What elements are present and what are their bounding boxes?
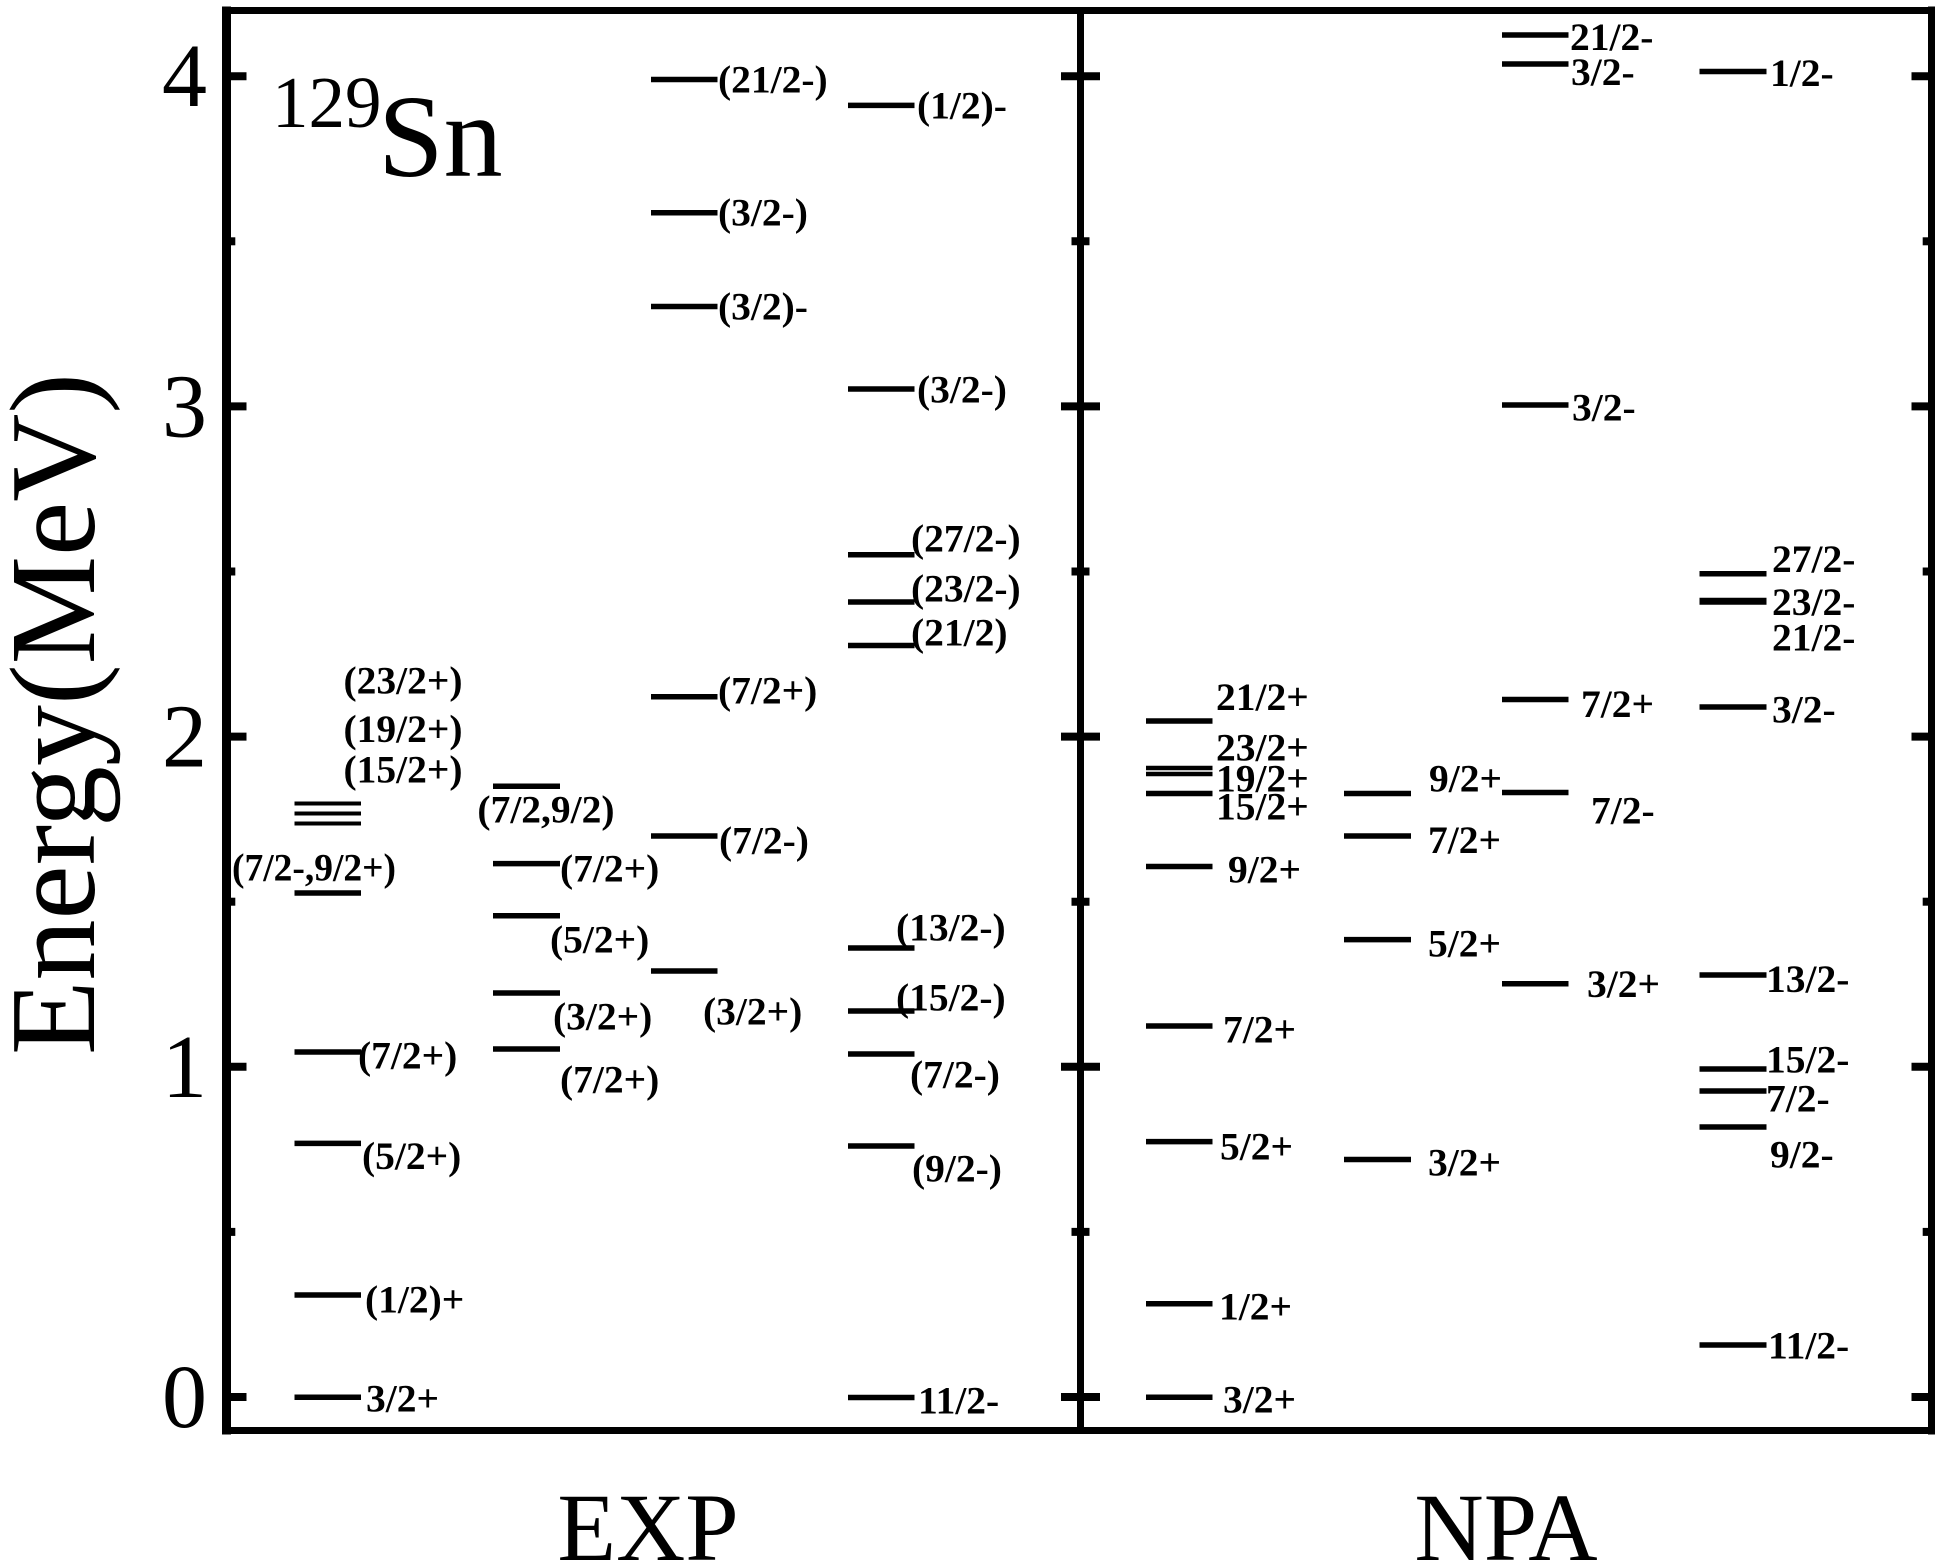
svg-text:3/2+: 3/2+ <box>1428 1141 1501 1185</box>
svg-text:11/2-: 11/2- <box>1768 1324 1849 1368</box>
svg-text:27/2-: 27/2- <box>1772 537 1855 581</box>
svg-text:(7/2-,9/2+): (7/2-,9/2+) <box>232 846 396 890</box>
svg-text:(7/2-): (7/2-) <box>719 819 809 863</box>
svg-text:3/2+: 3/2+ <box>366 1377 439 1421</box>
svg-text:15/2-: 15/2- <box>1766 1038 1849 1082</box>
svg-text:(7/2+): (7/2+) <box>718 669 817 713</box>
svg-text:EXP: EXP <box>557 1474 738 1564</box>
svg-text:21/2+: 21/2+ <box>1216 675 1309 719</box>
svg-text:(5/2+): (5/2+) <box>550 918 649 962</box>
svg-text:Energy(MeV): Energy(MeV) <box>0 373 121 1055</box>
svg-text:(7/2,9/2): (7/2,9/2) <box>477 788 614 832</box>
svg-text:NPA: NPA <box>1414 1474 1597 1564</box>
svg-text:7/2-: 7/2- <box>1766 1077 1830 1121</box>
svg-text:23/2+: 23/2+ <box>1216 726 1309 770</box>
svg-text:11/2-: 11/2- <box>918 1379 999 1423</box>
svg-text:13/2-: 13/2- <box>1766 957 1849 1001</box>
svg-text:(5/2+): (5/2+) <box>362 1134 461 1178</box>
svg-text:(3/2-): (3/2-) <box>917 368 1007 412</box>
svg-text:1: 1 <box>162 1018 207 1117</box>
svg-text:5/2+: 5/2+ <box>1428 922 1501 966</box>
svg-text:(3/2-): (3/2-) <box>718 191 808 235</box>
svg-text:7/2+: 7/2+ <box>1223 1008 1296 1052</box>
svg-text:9/2+: 9/2+ <box>1228 848 1301 892</box>
svg-text:(3/2+): (3/2+) <box>553 995 652 1039</box>
svg-text:(7/2+): (7/2+) <box>358 1034 457 1078</box>
svg-text:(13/2-): (13/2-) <box>896 906 1006 950</box>
svg-text:21/2-: 21/2- <box>1570 15 1653 59</box>
svg-text:0: 0 <box>162 1348 207 1447</box>
svg-text:7/2+: 7/2+ <box>1581 682 1654 726</box>
svg-text:Sn: Sn <box>378 71 503 202</box>
svg-text:129: 129 <box>272 62 382 143</box>
svg-text:(21/2): (21/2) <box>911 611 1008 655</box>
svg-text:(9/2-): (9/2-) <box>912 1147 1002 1191</box>
svg-text:3/2-: 3/2- <box>1772 688 1836 732</box>
svg-text:3/2+: 3/2+ <box>1587 962 1660 1006</box>
svg-text:(21/2-): (21/2-) <box>718 58 828 102</box>
svg-text:1/2+: 1/2+ <box>1219 1285 1292 1329</box>
svg-text:(3/2)-: (3/2)- <box>718 285 808 329</box>
svg-text:21/2-: 21/2- <box>1772 616 1855 660</box>
svg-text:19/2+: 19/2+ <box>1216 757 1309 801</box>
svg-text:(23/2+): (23/2+) <box>343 659 462 703</box>
svg-text:9/2+: 9/2+ <box>1429 757 1502 801</box>
svg-text:(15/2+): (15/2+) <box>343 748 462 792</box>
svg-text:(15/2-): (15/2-) <box>896 976 1006 1020</box>
svg-text:(1/2)+: (1/2)+ <box>365 1278 464 1322</box>
svg-text:9/2-: 9/2- <box>1770 1133 1834 1177</box>
svg-text:7/2+: 7/2+ <box>1428 818 1501 862</box>
svg-text:7/2-: 7/2- <box>1591 789 1655 833</box>
svg-text:15/2+: 15/2+ <box>1216 785 1309 829</box>
svg-text:3/2-: 3/2- <box>1572 386 1636 430</box>
svg-text:3/2+: 3/2+ <box>1223 1378 1296 1422</box>
svg-text:3: 3 <box>162 357 207 456</box>
svg-text:4: 4 <box>162 27 207 126</box>
svg-text:(7/2+): (7/2+) <box>560 1058 659 1102</box>
svg-text:1/2-: 1/2- <box>1770 51 1834 95</box>
svg-text:(1/2)-: (1/2)- <box>917 84 1007 128</box>
svg-text:23/2-: 23/2- <box>1772 580 1855 624</box>
svg-text:(7/2+): (7/2+) <box>560 847 659 891</box>
svg-text:3/2-: 3/2- <box>1571 50 1635 94</box>
svg-text:(7/2-): (7/2-) <box>910 1053 1000 1097</box>
svg-text:2: 2 <box>162 688 207 787</box>
svg-text:(23/2-): (23/2-) <box>911 567 1021 611</box>
svg-text:(27/2-): (27/2-) <box>911 517 1021 561</box>
svg-text:5/2+: 5/2+ <box>1220 1125 1293 1169</box>
svg-text:(3/2+): (3/2+) <box>703 990 802 1034</box>
svg-text:(19/2+): (19/2+) <box>343 707 462 751</box>
